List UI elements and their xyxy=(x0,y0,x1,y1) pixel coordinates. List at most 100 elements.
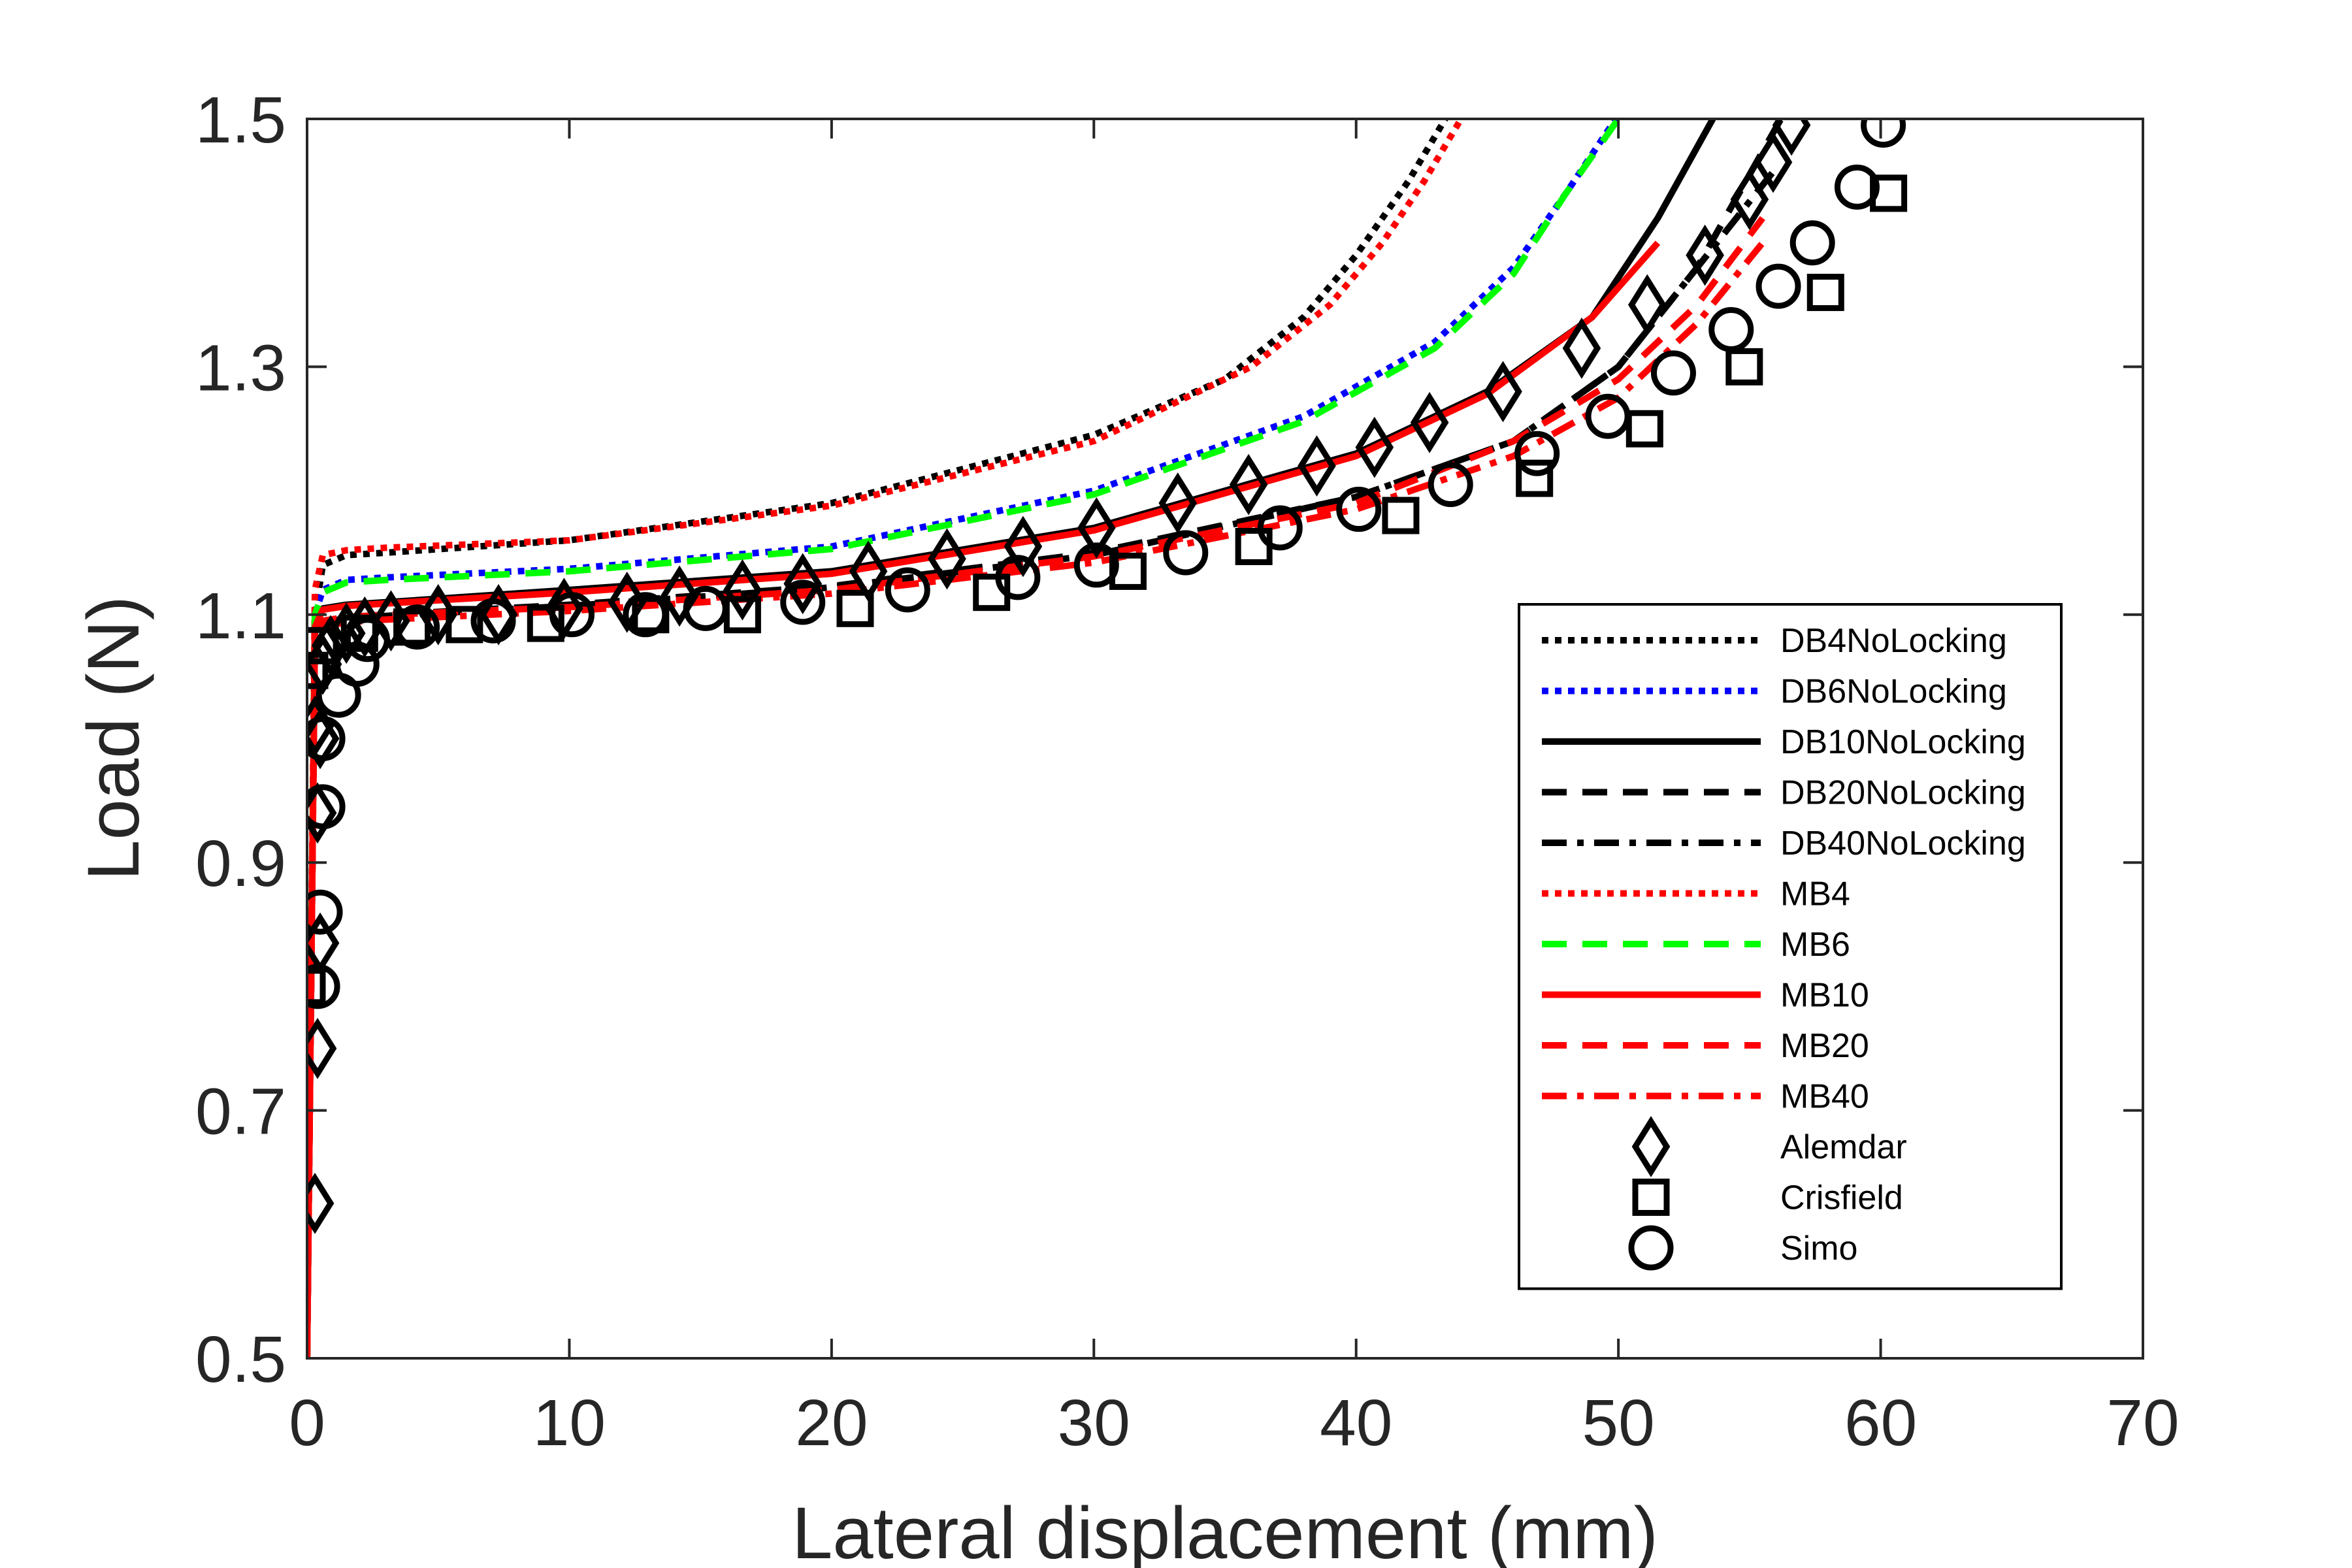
legend-marker xyxy=(1632,1179,1670,1216)
crisfield-point xyxy=(1806,274,1844,312)
simo-point xyxy=(780,580,826,625)
alemdar-point xyxy=(660,565,699,627)
series-mb6-line xyxy=(307,119,1622,1358)
series-crisfield-markers xyxy=(307,174,1908,1005)
alemdar-point xyxy=(307,1172,335,1234)
legend-label: MB6 xyxy=(1780,926,1850,964)
alemdar-point xyxy=(723,559,762,621)
legend-entry-db6nolocking: DB6NoLocking xyxy=(1542,673,2007,711)
legend-entry-mb20: MB20 xyxy=(1542,1027,1869,1065)
simo-point xyxy=(1336,487,1382,532)
y-tick-label: 1.1 xyxy=(195,580,286,653)
simo-point xyxy=(683,585,728,631)
legend-label: Crisfield xyxy=(1780,1179,1903,1217)
legend-label: MB20 xyxy=(1780,1027,1869,1065)
crisfield-point xyxy=(836,589,874,627)
simo-point xyxy=(395,604,440,650)
alemdar-point xyxy=(1484,361,1522,423)
alemdar-point xyxy=(1158,472,1198,534)
legend-label: DB4NoLocking xyxy=(1780,622,2007,660)
axes-frame xyxy=(306,118,2144,1360)
simo-point xyxy=(307,964,340,1009)
alemdar-point xyxy=(1562,318,1601,379)
simo-point xyxy=(1163,530,1209,576)
plot-area xyxy=(307,119,1908,1358)
legend-entry-db40nolocking: DB40NoLocking xyxy=(1542,825,2026,862)
crisfield-point xyxy=(340,614,378,652)
simo-point xyxy=(995,555,1041,600)
crisfield-point xyxy=(1382,497,1420,534)
legend-box xyxy=(1518,603,2063,1290)
x-tick-label: 60 xyxy=(1844,1386,1917,1460)
y-tick-label: 0.7 xyxy=(195,1075,286,1149)
legend-entry-db10nolocking: DB10NoLocking xyxy=(1542,723,2026,761)
simo-point xyxy=(307,889,343,935)
legend-label: DB10NoLocking xyxy=(1780,723,2026,761)
legend-label: MB4 xyxy=(1780,875,1850,913)
alemdar-point xyxy=(1004,515,1043,578)
x-tick-label: 20 xyxy=(795,1386,868,1460)
crisfield-point xyxy=(446,606,483,644)
alemdar-point xyxy=(1730,169,1769,231)
legend: DB4NoLocking DB6NoLocking DB10NoLocking DB2… xyxy=(1518,603,2063,1290)
legend-marker xyxy=(1628,1225,1674,1271)
simo-point xyxy=(1585,393,1631,439)
alemdar-point xyxy=(1627,274,1667,336)
y-axis-label: Load (N) xyxy=(73,596,154,881)
y-tick-label: 0.9 xyxy=(195,827,286,900)
legend-label: Simo xyxy=(1780,1230,1857,1267)
series-db10nolocking-line xyxy=(307,119,1716,1358)
axis-ticks: 0 10 20 30 40 50 60 70 0.5 0.7 0.9 1.1 1.3 1.5 xyxy=(195,84,2180,1460)
axes-box xyxy=(306,118,2144,1360)
alemdar-point xyxy=(1298,435,1336,497)
legend-entry-mb10: MB10 xyxy=(1542,977,1869,1015)
y-tick-label: 1.3 xyxy=(195,331,286,404)
crisfield-point xyxy=(1725,348,1763,385)
crisfield-point xyxy=(307,627,339,664)
simo-point xyxy=(549,592,595,638)
simo-point xyxy=(1073,542,1119,588)
series-mb20-line xyxy=(307,216,1765,1358)
legend-entry-crisfield: Crisfield xyxy=(1632,1179,1903,1217)
legend-label: MB10 xyxy=(1780,977,1869,1015)
alemdar-point xyxy=(928,528,966,590)
legend-entry-mb6: MB6 xyxy=(1542,926,1850,964)
simo-point xyxy=(307,784,346,830)
alemdar-point xyxy=(1229,453,1268,515)
crisfield-point xyxy=(1516,459,1554,497)
legend-entry-mb4: MB4 xyxy=(1542,875,1850,913)
simo-point xyxy=(1789,220,1835,266)
legend-label: DB20NoLocking xyxy=(1780,774,2026,812)
simo-point xyxy=(1428,462,1473,508)
simo-point xyxy=(334,642,380,687)
series-simo-markers xyxy=(307,119,1906,1009)
simo-point xyxy=(623,592,668,638)
x-tick-label: 0 xyxy=(289,1386,325,1460)
legend-label: DB40NoLocking xyxy=(1780,825,2026,862)
legend-marker xyxy=(1631,1116,1671,1177)
legend-label: MB40 xyxy=(1780,1078,1869,1116)
alemdar-point xyxy=(1686,224,1724,286)
legend-label: Alemdar xyxy=(1780,1128,1907,1166)
crisfield-point xyxy=(527,604,564,642)
simo-point xyxy=(885,567,930,613)
x-tick-label: 30 xyxy=(1058,1386,1130,1460)
series-db6nolocking-line xyxy=(307,119,1619,1358)
x-tick-label: 40 xyxy=(1320,1386,1392,1460)
y-tick-label: 0.5 xyxy=(195,1323,286,1396)
alemdar-point xyxy=(1077,497,1116,559)
simo-point xyxy=(344,617,390,662)
alemdar-point xyxy=(1772,119,1811,156)
simo-point xyxy=(1650,350,1696,396)
x-axis-label: Lateral displacement (mm) xyxy=(792,1492,1658,1568)
alemdar-point xyxy=(783,553,823,615)
simo-point xyxy=(1756,263,1801,309)
crisfield-point xyxy=(1625,410,1663,448)
series-mb4-line xyxy=(307,119,1464,1358)
x-tick-label: 70 xyxy=(2106,1386,2179,1460)
legend-label: DB6NoLocking xyxy=(1780,673,2007,711)
simo-point xyxy=(1861,119,1906,148)
simo-point xyxy=(1514,431,1560,476)
legend-entry-db4nolocking: DB4NoLocking xyxy=(1542,622,2007,660)
